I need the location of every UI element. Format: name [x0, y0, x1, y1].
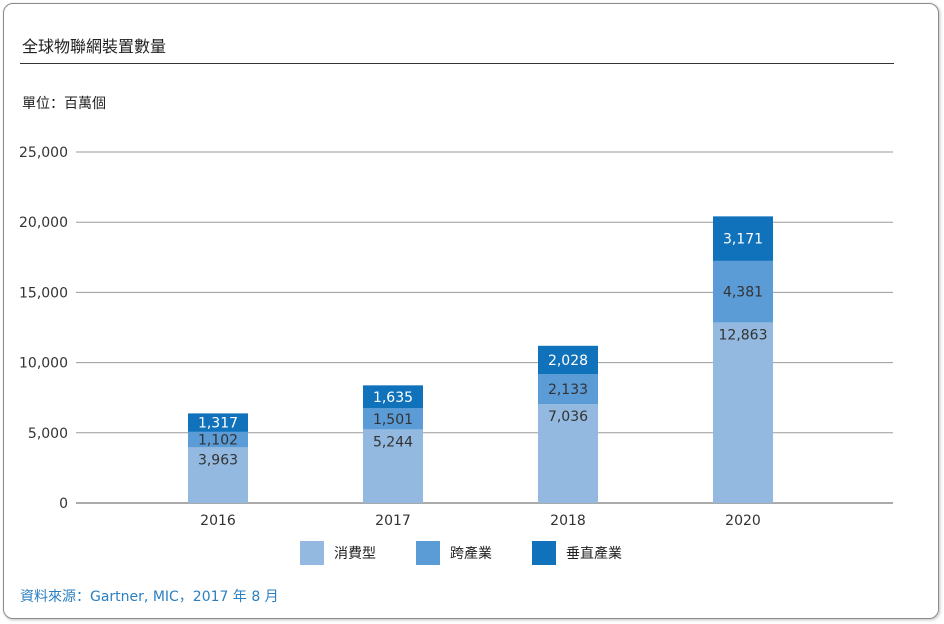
bar-segment-cross-industry [363, 408, 423, 430]
legend-label-cross-industry: 跨產業 [450, 546, 492, 562]
source-note: 資料來源：Gartner, MIC，2017 年 8 月 [20, 589, 279, 605]
y-tick-label: 15,000 [19, 285, 68, 301]
chart-title: 全球物聯網裝置數量 [22, 37, 167, 56]
data-label: 5,244 [373, 434, 413, 450]
legend-swatch-consumer [300, 541, 324, 565]
title-divider [20, 63, 894, 64]
bar-segment-cross-industry [713, 260, 773, 323]
x-tick-label: 2016 [200, 513, 236, 529]
data-label: 3,171 [723, 232, 763, 248]
data-label: 2,133 [548, 382, 588, 398]
legend-swatch-cross-industry [416, 541, 440, 565]
legend-swatch-vertical [532, 541, 556, 565]
bar-segment-cross-industry [538, 374, 598, 405]
chart-frame [3, 3, 939, 619]
chart-legend: 消費型 跨產業 垂直產業 [300, 541, 662, 565]
legend-item-vertical: 垂直產業 [532, 541, 622, 565]
y-tick-label: 10,000 [19, 356, 68, 372]
y-tick-label: 20,000 [19, 215, 68, 231]
data-label: 1,102 [198, 433, 238, 449]
x-tick-label: 2020 [725, 513, 761, 529]
data-label: 1,317 [198, 416, 238, 432]
bar-segment-vertical [538, 345, 598, 375]
data-label: 2,028 [548, 353, 588, 369]
x-tick-label: 2018 [550, 513, 586, 529]
data-label: 7,036 [548, 409, 588, 425]
y-tick-label: 0 [59, 496, 68, 512]
bar-segment-cross-industry [188, 431, 248, 448]
bar-segment-consumer [363, 429, 423, 503]
bar-segment-vertical [188, 413, 248, 432]
bar-segment-consumer [188, 447, 248, 503]
data-label: 1,501 [373, 412, 413, 428]
data-label: 12,863 [719, 327, 768, 343]
unit-label: 單位：百萬個 [22, 96, 106, 112]
data-label: 1,635 [373, 390, 413, 406]
data-label: 4,381 [723, 285, 763, 301]
y-tick-label: 25,000 [19, 145, 68, 161]
legend-item-cross-industry: 跨產業 [416, 541, 492, 565]
legend-label-consumer: 消費型 [334, 546, 376, 562]
legend-item-consumer: 消費型 [300, 541, 376, 565]
data-label: 3,963 [198, 452, 238, 468]
bar-segment-vertical [363, 385, 423, 409]
bar-segment-consumer [713, 322, 773, 503]
bar-segment-vertical [713, 216, 773, 261]
x-tick-label: 2017 [375, 513, 411, 529]
y-tick-label: 5,000 [28, 426, 68, 442]
bar-segment-consumer [538, 404, 598, 503]
legend-label-vertical: 垂直產業 [566, 546, 622, 562]
